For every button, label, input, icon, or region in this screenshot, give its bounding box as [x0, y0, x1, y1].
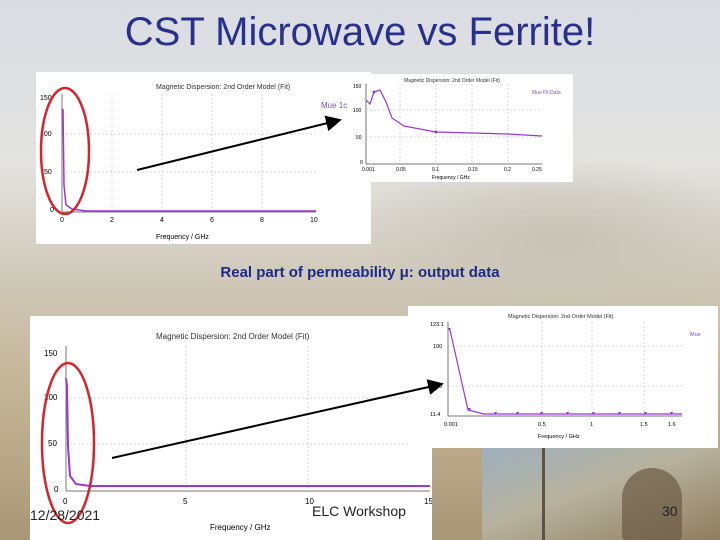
y-tick-label: 11.4 [430, 412, 440, 418]
highlight-ellipse-bottom [40, 361, 96, 525]
footer-event: ELC Workshop [312, 503, 406, 519]
y-tick-label: 0 [50, 207, 54, 214]
legend-label: Mue [690, 332, 701, 338]
y-tick-label: 150 [40, 95, 52, 102]
highlight-ellipse-top [39, 86, 91, 216]
y-tick-label: 150 [353, 84, 362, 90]
grid-lines [366, 84, 542, 164]
arrow-bottom [111, 379, 444, 459]
series-line [365, 89, 543, 137]
photo-post [542, 448, 545, 540]
data-point [372, 90, 376, 94]
x-tick-label: 0.05 [396, 167, 406, 173]
x-tick-label: 0 [63, 497, 68, 506]
x-tick-label: 4 [160, 217, 164, 224]
x-axis-label: Frequency / GHz [538, 434, 580, 440]
chart-bottom-right: Magnetic Dispersion: 2nd Order Model (Fi… [408, 306, 718, 448]
chart-title: Magnetic Dispersion: 2nd Order Model (Fi… [156, 332, 310, 341]
y-tick-label: 0 [54, 485, 59, 494]
x-tick-label: 1.6 [668, 422, 676, 428]
legend-label: Mue Fit Data [532, 90, 561, 96]
series-line [61, 108, 316, 212]
x-tick-label: 10 [310, 217, 318, 224]
y-tick-label: 100 [40, 131, 52, 138]
chart-title: Magnetic Dispersion: 2nd Order Model (Fi… [156, 84, 290, 91]
x-tick-label: 0.1 [432, 167, 439, 173]
footer-date: 12/28/2021 [30, 507, 101, 523]
photo-figure [622, 468, 682, 540]
y-tick-label: 100 [433, 344, 442, 350]
chart-top-right-svg: Magnetic Dispersion: 2nd Order Model (Fi… [353, 78, 561, 181]
chart-top-left: Magnetic Dispersion: 2nd Order Model (Fi… [36, 72, 371, 244]
y-tick-label: 100 [353, 108, 362, 114]
chart-title: Magnetic Dispersion: 2nd Order Model (Fi… [404, 78, 500, 84]
series-line [449, 329, 682, 415]
x-tick-label: 10 [305, 497, 314, 506]
data-point [434, 130, 438, 134]
x-tick-label: 15 [424, 497, 432, 506]
chart-top-right: Magnetic Dispersion: 2nd Order Model (Fi… [352, 74, 573, 182]
background-photo-corner [482, 448, 720, 540]
x-tick-label: 0.001 [362, 167, 375, 173]
arrow-top [136, 115, 342, 171]
y-tick-label: 100 [44, 393, 58, 402]
y-tick-label: 123.1 [430, 322, 444, 328]
chart-bottom-right-svg: Magnetic Dispersion: 2nd Order Model (Fi… [430, 314, 701, 440]
x-tick-label: 0 [60, 217, 64, 224]
legend-label: Mue 1c [321, 101, 347, 110]
y-tick-label: 50 [356, 135, 362, 141]
x-tick-label: 0.5 [538, 422, 546, 428]
x-tick-label: 0.2 [504, 167, 511, 173]
grid-lines [66, 346, 430, 491]
x-axis-label: Frequency / GHz [210, 523, 270, 532]
y-tick-label: 50 [48, 439, 57, 448]
x-tick-label: 5 [183, 497, 188, 506]
x-axis-label: Frequency / GHz [432, 175, 470, 181]
chart-bottom-left: Magnetic Dispersion: 2nd Order Model (Fi… [30, 316, 432, 540]
y-tick-label: 0 [360, 160, 363, 166]
y-tick-label: 50 [44, 169, 52, 176]
x-tick-label: 0.25 [532, 167, 542, 173]
slide-caption: Real part of permeability μ: output data [220, 264, 500, 281]
grid-lines [448, 322, 682, 416]
x-tick-label: 8 [260, 217, 264, 224]
slide-title: CST Microwave vs Ferrite! [124, 10, 596, 54]
y-tick-label: 150 [44, 349, 58, 358]
chart-title: Magnetic Dispersion: 2nd Order Model (Fi… [508, 314, 614, 320]
x-tick-label: 6 [210, 217, 214, 224]
data-markers [448, 328, 673, 415]
x-axis-label: Frequency / GHz [156, 234, 209, 241]
x-tick-label: 0.001 [444, 422, 458, 428]
chart-top-left-svg: Magnetic Dispersion: 2nd Order Model (Fi… [40, 84, 347, 241]
x-tick-label: 2 [110, 217, 114, 224]
x-tick-label: 0.15 [468, 167, 478, 173]
x-tick-label: 1 [590, 422, 593, 428]
x-tick-label: 1.5 [640, 422, 648, 428]
page-number: 30 [662, 503, 678, 519]
